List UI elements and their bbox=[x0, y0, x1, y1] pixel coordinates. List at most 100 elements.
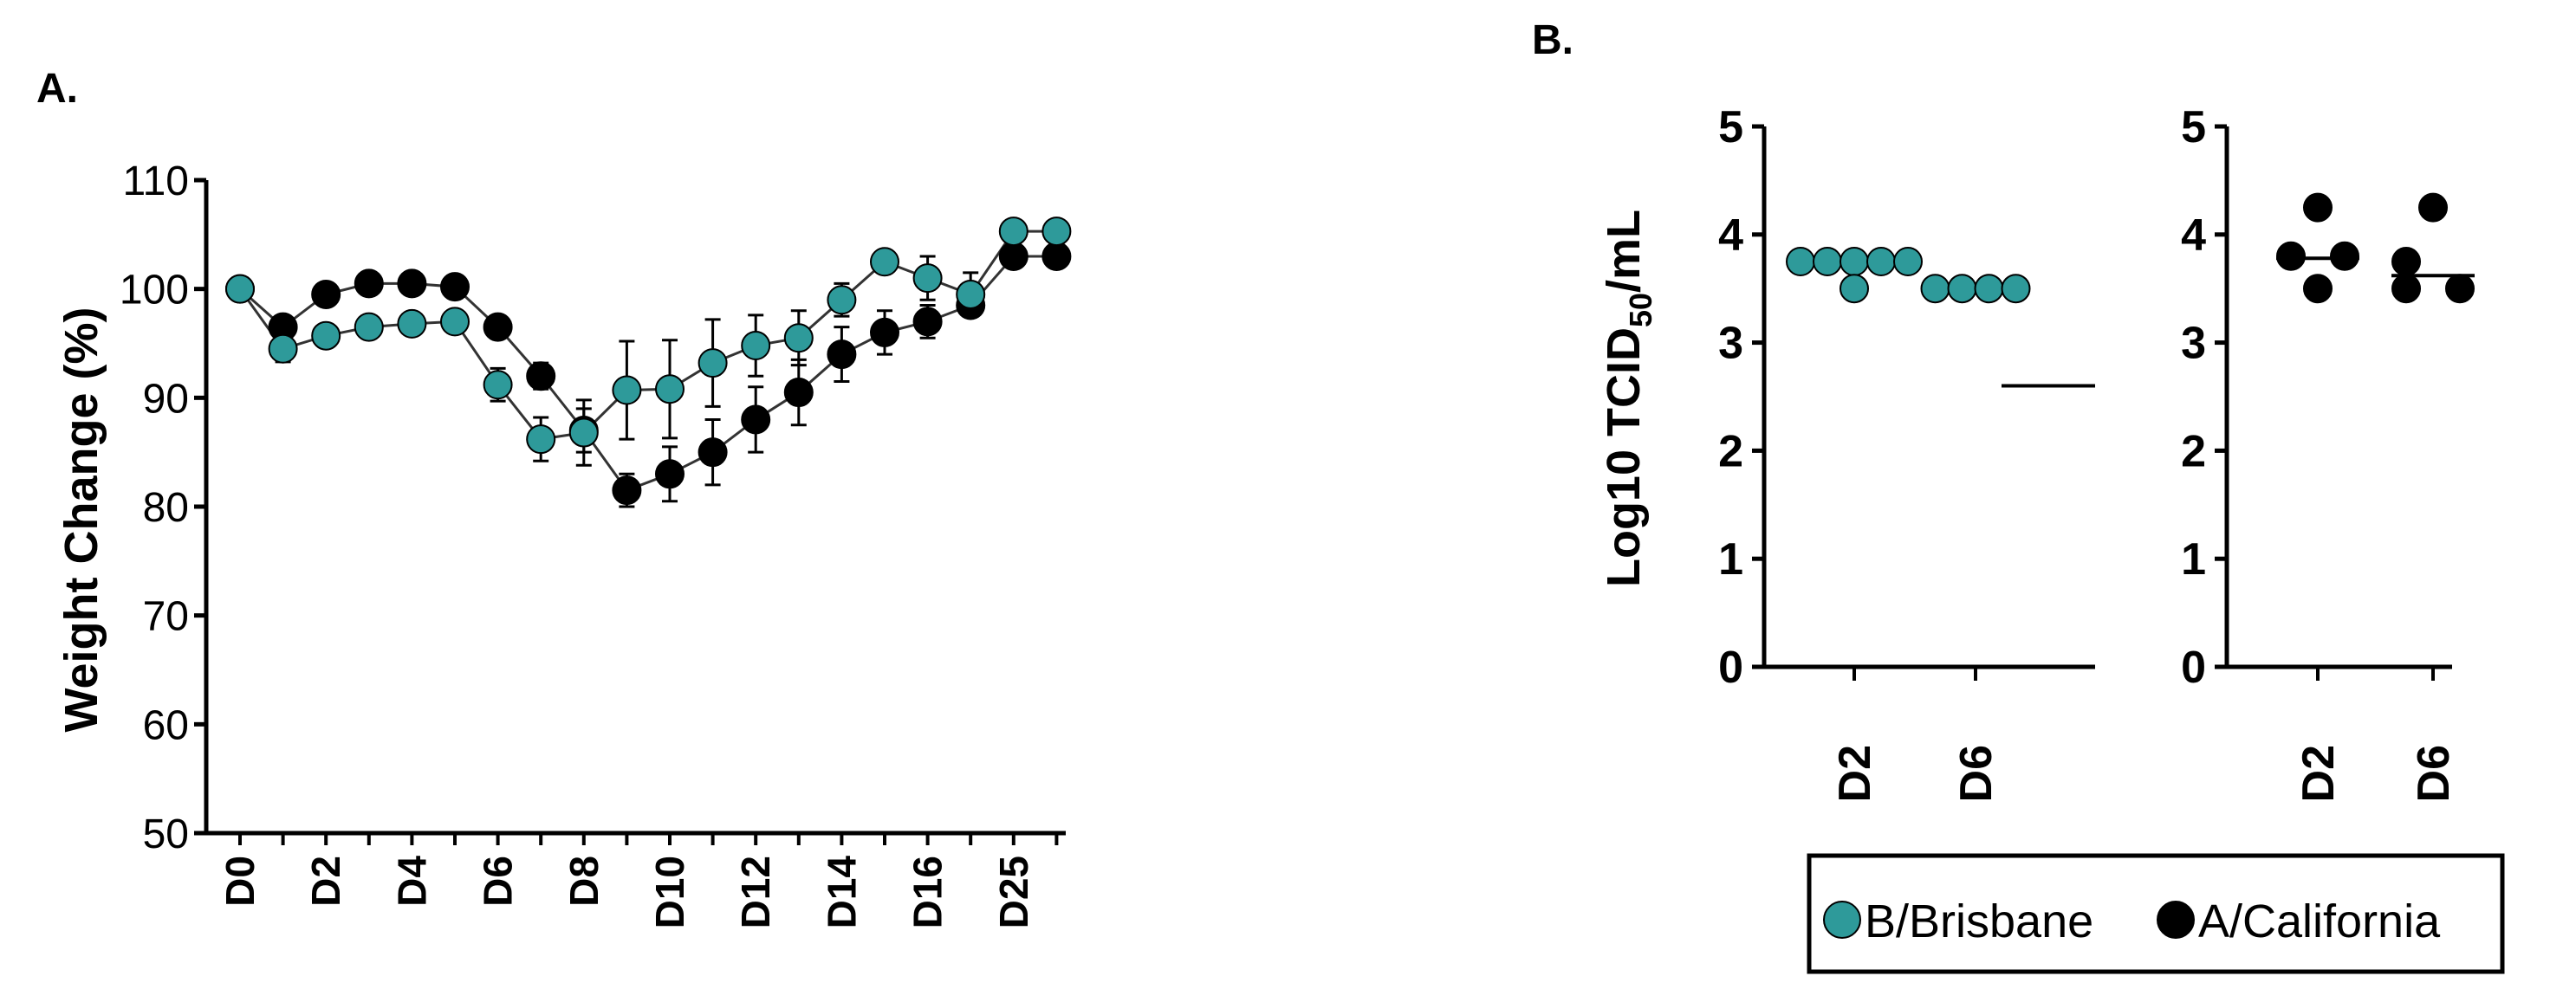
panel-b-a-california-y-tick-label: 4 bbox=[2181, 210, 2206, 261]
panel-b-a-california-data-point bbox=[2276, 241, 2306, 271]
data-point-b-brisbane bbox=[483, 370, 513, 400]
panel-a-x-tick-label: D16 bbox=[905, 856, 951, 928]
panel-a-x-tick-label: D12 bbox=[733, 856, 778, 928]
data-point-a-california bbox=[698, 437, 728, 468]
data-point-b-brisbane bbox=[912, 263, 943, 294]
panel-b-b-brisbane-y-tick-label: 1 bbox=[1718, 534, 1743, 585]
data-point-b-brisbane bbox=[526, 424, 556, 455]
data-point-a-california bbox=[783, 378, 814, 408]
panel-b-a-california-y-tick-label: 5 bbox=[2181, 102, 2206, 152]
data-point-b-brisbane bbox=[568, 417, 599, 448]
panel-b-b-brisbane-data-point bbox=[1840, 274, 1869, 304]
data-point-b-brisbane bbox=[354, 312, 384, 342]
data-point-a-california bbox=[741, 404, 771, 435]
data-point-a-california bbox=[612, 475, 642, 506]
panel-b-b-brisbane-y-tick-label: 4 bbox=[1718, 210, 1743, 261]
data-point-b-brisbane bbox=[268, 333, 298, 364]
legend-label-b-brisbane: B/Brisbane bbox=[1865, 895, 2093, 947]
data-point-b-brisbane bbox=[1041, 217, 1072, 247]
panel-a-y-tick-label: 70 bbox=[143, 594, 189, 640]
data-point-a-california bbox=[998, 241, 1028, 271]
legend-marker-a-california bbox=[2157, 901, 2195, 939]
data-point-a-california bbox=[827, 339, 857, 370]
panel-b-b-brisbane-y-tick-label: 3 bbox=[1718, 319, 1743, 369]
panel-b-b-brisbane-x-tick-label: D2 bbox=[1830, 745, 1880, 802]
panel-a-x-tick-label: D4 bbox=[389, 856, 434, 907]
panel-a-y-axis-title: Weight Change (%) bbox=[55, 307, 107, 733]
panel-b-a-california-y-tick-label: 0 bbox=[2181, 643, 2206, 693]
data-point-b-brisbane bbox=[440, 307, 470, 337]
data-point-a-california bbox=[526, 361, 556, 391]
panel-b-b-brisbane-data-point bbox=[1866, 247, 1896, 276]
data-point-b-brisbane bbox=[612, 375, 642, 405]
panel-b-a-california-x-tick-label: D2 bbox=[2294, 745, 2344, 802]
panel-a-chart: 50 60 70 80 90 100 110 D0 D2 D4 D6 D8 D10 D12 D14 D16 D2… bbox=[120, 158, 1072, 929]
legend-box bbox=[1807, 853, 2505, 974]
panel-b-b-brisbane-data-point bbox=[1813, 247, 1842, 276]
panel-b-b-brisbane-y-tick-label: 5 bbox=[1718, 102, 1743, 152]
panel-b-b-brisbane-data-point bbox=[2001, 274, 2031, 304]
data-point-a-california bbox=[397, 268, 427, 299]
data-point-b-brisbane bbox=[956, 279, 986, 309]
panel-b-a-california-y-tick-label: 1 bbox=[2181, 534, 2206, 585]
data-point-b-brisbane bbox=[783, 323, 814, 353]
panel-b-b-brisbane-data-point bbox=[1947, 274, 1977, 304]
panel-a-x-tick-label: D25 bbox=[991, 856, 1036, 928]
data-point-a-california bbox=[655, 459, 685, 489]
data-point-a-california bbox=[483, 312, 513, 342]
panel-a-x-tick-label: D8 bbox=[561, 856, 607, 907]
data-point-b-brisbane bbox=[998, 217, 1028, 247]
data-point-b-brisbane bbox=[698, 348, 728, 378]
panel-a-y-tick-label: 60 bbox=[143, 702, 189, 748]
panel-b-a-california-y-tick-label: 2 bbox=[2181, 426, 2206, 476]
panel-a-y-tick-label: 50 bbox=[143, 811, 189, 857]
data-point-b-brisbane bbox=[225, 274, 255, 304]
panel-b-a-california-data-point bbox=[2445, 274, 2475, 304]
data-point-b-brisbane bbox=[397, 308, 427, 339]
panel-b-y-title-tail: /mL bbox=[1598, 210, 1650, 293]
panel-a-x-tick-label: D6 bbox=[476, 856, 521, 907]
data-point-b-brisbane bbox=[655, 374, 685, 404]
data-point-b-brisbane bbox=[870, 247, 899, 277]
panel-b-b-brisbane-x-tick-label: D6 bbox=[1951, 745, 2002, 802]
panel-b-b-brisbane-data-point bbox=[1840, 247, 1869, 276]
panel-a-x-tick-label: D2 bbox=[303, 856, 348, 907]
panel-b-b-brisbane-data-point bbox=[1893, 247, 1923, 276]
panel-a-x-tick-label: D14 bbox=[819, 856, 864, 929]
panel-b-a-california-x-tick-label: D6 bbox=[2409, 745, 2459, 802]
panel-a-x-tick-label: D10 bbox=[647, 856, 692, 928]
panel-a-x-tick-label: D0 bbox=[217, 856, 263, 907]
data-point-a-california bbox=[440, 272, 470, 302]
panel-a-label: A. bbox=[36, 66, 78, 112]
legend-label-a-california: A/California bbox=[2198, 895, 2441, 947]
panel-b-a-california-data-point bbox=[2418, 192, 2448, 223]
panel-b-a-california-y-tick-label: 3 bbox=[2181, 319, 2206, 369]
data-point-a-california bbox=[870, 317, 899, 347]
panel-a-y-tick-label: 110 bbox=[122, 158, 189, 204]
data-point-a-california bbox=[1041, 241, 1072, 271]
panel-b-a-california-data-point bbox=[2303, 192, 2333, 223]
panel-b-a-california-data-point bbox=[2330, 241, 2359, 271]
panel-b-label: B. bbox=[1532, 17, 1574, 63]
panel-b-chart: 0 1 2 3 4 5 D2 D6 0 1 2 3 4 5 D2 D6 bbox=[1718, 102, 2475, 802]
panel-a-y-tick-label: 100 bbox=[120, 268, 189, 314]
data-point-b-brisbane bbox=[741, 331, 771, 361]
data-point-b-brisbane bbox=[827, 285, 857, 315]
panel-b-b-brisbane-data-point bbox=[1920, 274, 1950, 304]
panel-b-b-brisbane-data-point bbox=[1786, 247, 1815, 276]
legend-marker-b-brisbane bbox=[1823, 901, 1861, 939]
panel-b-a-california-data-point bbox=[2303, 274, 2333, 304]
panel-a-y-tick-label: 90 bbox=[143, 376, 189, 422]
data-point-a-california bbox=[311, 279, 341, 309]
panel-b-b-brisbane-data-point bbox=[1974, 274, 2004, 304]
legend: B/Brisbane A/California bbox=[1807, 853, 2505, 974]
panel-b-b-brisbane-y-tick-label: 0 bbox=[1718, 643, 1743, 693]
data-point-a-california bbox=[912, 307, 943, 337]
panel-a-y-tick-label: 80 bbox=[143, 485, 189, 531]
panel-b-y-axis-title: Log10 TCID50/mL bbox=[1598, 210, 1658, 587]
panel-b-y-title-sub: 50 bbox=[1623, 293, 1658, 327]
data-point-a-california bbox=[354, 268, 384, 299]
data-point-b-brisbane bbox=[311, 320, 341, 351]
panel-b-y-title-main: Log10 TCID bbox=[1598, 327, 1650, 587]
